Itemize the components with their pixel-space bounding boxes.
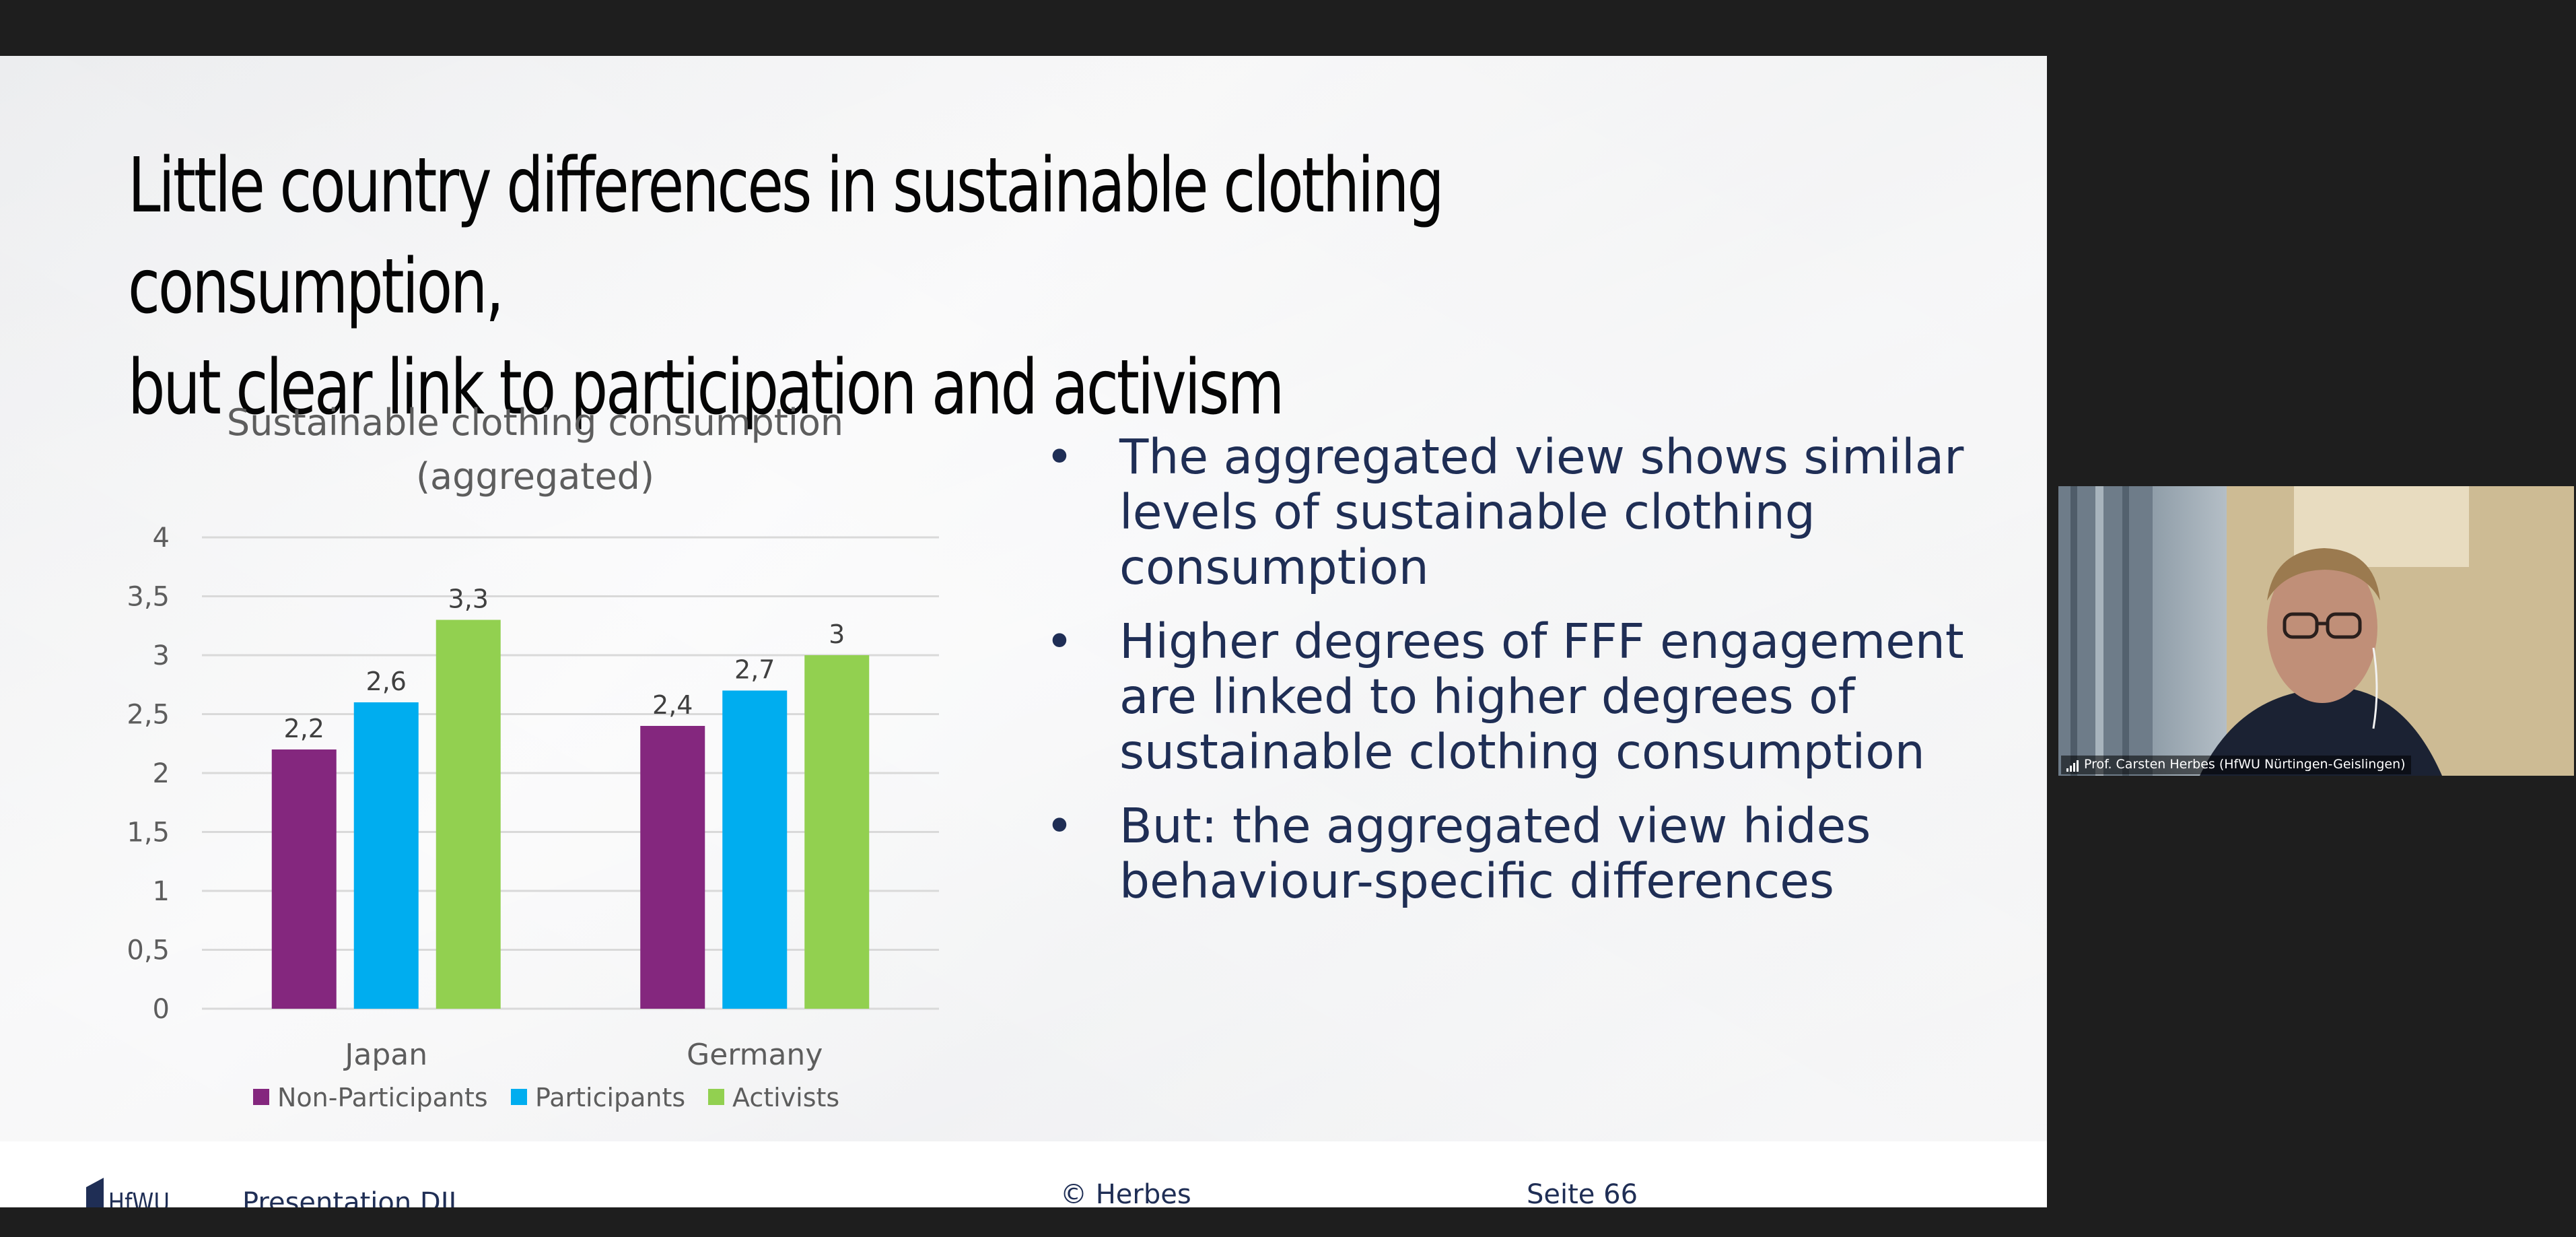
chart-title-line-2: (aggregated) bbox=[415, 455, 655, 498]
signal-strength-icon bbox=[2066, 760, 2079, 772]
footer-presentation-label: Presentation DIJ bbox=[242, 1187, 457, 1207]
footer-page-number: Seite 66 bbox=[1527, 1179, 1638, 1207]
video-glasses-left bbox=[2283, 612, 2319, 639]
slide-title-line-1: Little country differences in sustainabl… bbox=[128, 142, 1444, 331]
bullet-list: • The aggregated view shows similar leve… bbox=[1033, 430, 2003, 928]
hfwu-logo: HfWU bbox=[86, 1178, 170, 1207]
video-glasses-right bbox=[2326, 612, 2362, 639]
bar bbox=[436, 620, 501, 1009]
legend-label: Participants bbox=[535, 1083, 685, 1112]
x-tick-label: Germany bbox=[687, 1038, 823, 1072]
data-label: 3,3 bbox=[448, 584, 489, 614]
y-tick-label: 0 bbox=[153, 994, 170, 1025]
y-tick-label: 4 bbox=[153, 523, 170, 554]
bullet-marker: • bbox=[1045, 613, 1074, 669]
video-face bbox=[2267, 552, 2377, 703]
legend-swatch bbox=[708, 1089, 724, 1105]
data-label: 2,6 bbox=[366, 667, 407, 696]
data-label: 3 bbox=[829, 620, 845, 649]
bullet-text: Higher degrees of FFF engagement are lin… bbox=[1119, 613, 1964, 780]
x-tick-label: Japan bbox=[343, 1038, 427, 1072]
legend-label: Activists bbox=[732, 1083, 839, 1112]
legend-swatch bbox=[253, 1089, 269, 1105]
video-curtain-fold bbox=[2095, 486, 2103, 776]
bar-chart: 0 0,5 1 1,5 2 2,5 3 3,5 4 2,2 2,6 3,3 Japan 2,4 2,7 3 Ge… bbox=[127, 523, 939, 1112]
y-tick-label: 3,5 bbox=[127, 582, 170, 613]
bullet-item: • Higher degrees of FFF engagement are l… bbox=[1033, 614, 2003, 780]
slide-title-line-2: but clear link to participation and acti… bbox=[128, 344, 1284, 432]
bullet-item: • The aggregated view shows similar leve… bbox=[1033, 430, 2003, 595]
logo-mark bbox=[86, 1178, 104, 1207]
bullet-text: But: the aggregated view hides behaviour… bbox=[1119, 798, 1871, 909]
y-tick-label: 2,5 bbox=[127, 700, 170, 731]
data-label: 2,4 bbox=[652, 690, 693, 720]
video-earphone-cord bbox=[2372, 647, 2378, 729]
shared-presentation-slide: Little country differences in sustainabl… bbox=[0, 56, 2047, 1207]
legend-swatch bbox=[511, 1089, 527, 1105]
footer-copyright: © Herbes bbox=[1060, 1179, 1191, 1207]
video-curtain-fold bbox=[2122, 486, 2129, 776]
slide-title: Little country differences in sustainabl… bbox=[128, 135, 1545, 438]
participant-video-feed bbox=[2058, 486, 2574, 776]
y-tick-label: 1 bbox=[153, 876, 170, 907]
bar bbox=[271, 749, 337, 1009]
bullet-text: The aggregated view shows similar levels… bbox=[1119, 429, 1964, 595]
data-label: 2,7 bbox=[734, 655, 775, 685]
chart-title: Sustainable clothing consumption (aggreg… bbox=[128, 396, 942, 504]
bar bbox=[640, 726, 705, 1009]
y-tick-label: 0,5 bbox=[127, 935, 170, 966]
data-label: 2,2 bbox=[284, 714, 324, 743]
bullet-item: • But: the aggregated view hides behavio… bbox=[1033, 799, 2003, 909]
y-tick-label: 1,5 bbox=[127, 817, 170, 848]
slide-footer: HfWU Presentation DIJ © Herbes Seite 66 bbox=[0, 1141, 2047, 1207]
legend-label: Non-Participants bbox=[277, 1083, 488, 1112]
video-shoulders bbox=[2200, 688, 2442, 776]
chart-title-line-1: Sustainable clothing consumption bbox=[226, 401, 844, 444]
participant-name-text: Prof. Carsten Herbes (HfWU Nürtingen-Gei… bbox=[2084, 757, 2406, 772]
bullet-marker: • bbox=[1045, 429, 1074, 485]
y-tick-label: 2 bbox=[153, 758, 170, 789]
video-curtain-fold bbox=[2070, 486, 2077, 776]
participant-video-tile[interactable]: Prof. Carsten Herbes (HfWU Nürtingen-Gei… bbox=[2058, 486, 2574, 776]
bar bbox=[722, 690, 788, 1009]
video-hair bbox=[2267, 548, 2380, 601]
bar bbox=[353, 702, 419, 1009]
bullet-marker: • bbox=[1045, 798, 1074, 854]
bar bbox=[804, 655, 870, 1009]
y-tick-label: 3 bbox=[153, 640, 170, 671]
logo-text: HfWU bbox=[108, 1189, 170, 1207]
participant-name-label: Prof. Carsten Herbes (HfWU Nürtingen-Gei… bbox=[2061, 756, 2411, 774]
